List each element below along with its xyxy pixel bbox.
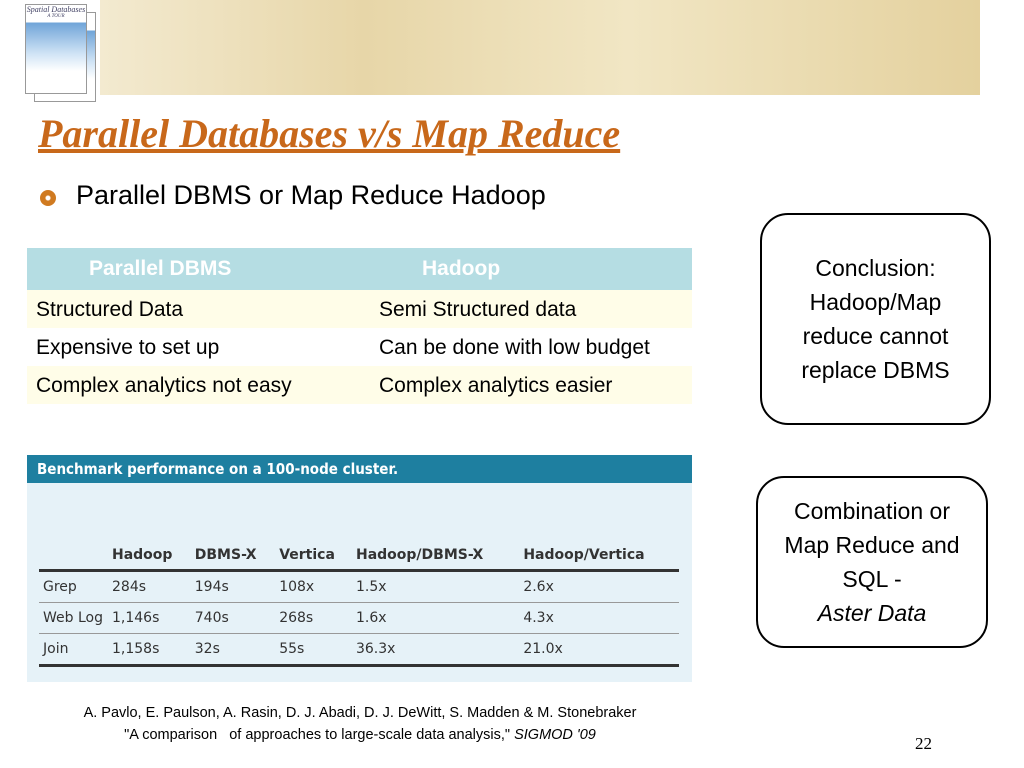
cell: 108x [275, 570, 352, 603]
cell: Complex analytics not easy [27, 366, 370, 404]
column-header: DBMS-X [190, 541, 276, 572]
citation: A. Pavlo, E. Paulson, A. Rasin, D. J. Ab… [0, 702, 720, 746]
cell: 21.0x [519, 633, 679, 667]
combination-box: Combination or Map Reduce and SQL - Aster… [756, 476, 988, 648]
cell: Semi Structured data [370, 290, 692, 328]
bullet-icon [40, 190, 56, 206]
bullet-text: Parallel DBMS or Map Reduce Hadoop [76, 180, 546, 210]
column-header: Hadoop [370, 248, 692, 290]
citation-authors: A. Pavlo, E. Paulson, A. Rasin, D. J. Ab… [83, 705, 637, 721]
benchmark-table: Hadoop DBMS-X Vertica Hadoop/DBMS-X Hadoop/V… [39, 541, 679, 667]
column-header: Hadoop/DBMS-X [351, 541, 520, 572]
page-number: 22 [915, 734, 932, 753]
comparison-table: Parallel DBMS Hadoop Structured Data Semi … [27, 248, 692, 404]
benchmark-figure: Benchmark performance on a 100-node clus… [27, 455, 692, 682]
cell: 268s [275, 602, 352, 634]
cell: 55s [275, 633, 352, 667]
cell: 194s [190, 570, 276, 603]
row: Grep 284s 194s 108x 1.5x 2.6x [39, 570, 679, 603]
cell: 4.3x [519, 602, 679, 634]
cell: Join [39, 633, 108, 667]
cell: Complex analytics easier [370, 366, 692, 404]
cell: 740s [190, 602, 276, 634]
cell: 1.6x [351, 602, 520, 634]
column-header: Hadoop [108, 541, 191, 572]
box-text: Conclusion: Hadoop/Map reduce cannot rep… [801, 255, 950, 383]
conclusion-box: Conclusion: Hadoop/Map reduce cannot rep… [760, 213, 991, 425]
cell: 1.5x [351, 570, 520, 603]
column-header: Hadoop/Vertica [519, 541, 679, 572]
map-banner [100, 0, 980, 95]
citation-title: "A comparison of approaches to large-sca… [124, 727, 511, 743]
citation-venue: SIGMOD '09 [514, 727, 596, 743]
cell: 1,146s [108, 602, 191, 634]
cell: 1,158s [108, 633, 191, 667]
book-title: Spatial Databases [26, 5, 86, 14]
book-cover: Spatial Databases A TOUR [25, 4, 87, 94]
column-header: Vertica [275, 541, 352, 572]
cell: Grep [39, 570, 108, 603]
row: Web Log 1,146s 740s 268s 1.6x 4.3x [39, 602, 679, 634]
box-emphasis: Aster Data [817, 600, 927, 626]
book-subtitle: A TOUR [47, 14, 65, 19]
corner [39, 541, 108, 572]
cell: 36.3x [351, 633, 520, 667]
cell: 32s [190, 633, 276, 667]
cell: Web Log [39, 602, 108, 634]
box-text: Combination or Map Reduce and SQL - [784, 498, 960, 592]
cell: 284s [108, 570, 191, 603]
column-header: Parallel DBMS [27, 248, 370, 290]
cell: Structured Data [27, 290, 370, 328]
benchmark-caption: Benchmark performance on a 100-node clus… [27, 455, 692, 483]
cell: Can be done with low budget [379, 336, 650, 359]
cell: Expensive to set up [36, 336, 220, 359]
row: Join 1,158s 32s 55s 36.3x 21.0x [39, 633, 679, 667]
title: Parallel Databases v/s Map Reduce [38, 111, 621, 156]
cell: 2.6x [519, 570, 679, 603]
